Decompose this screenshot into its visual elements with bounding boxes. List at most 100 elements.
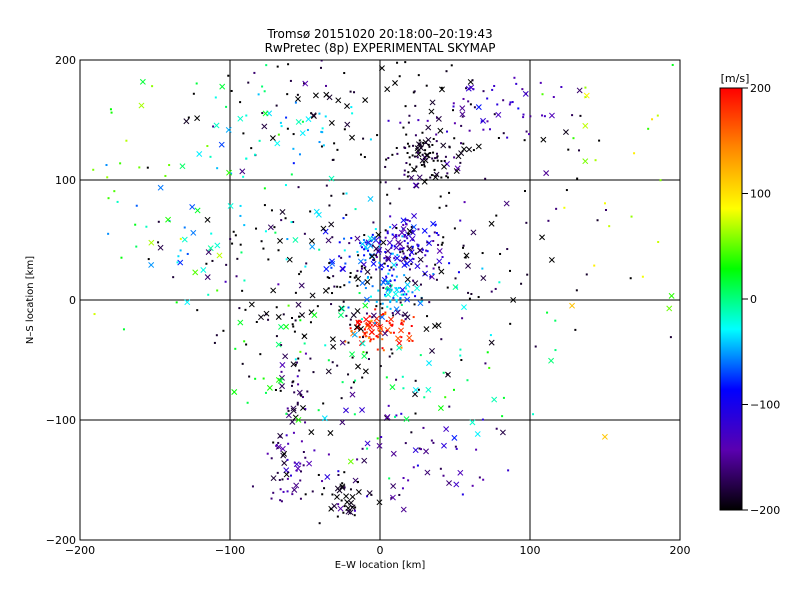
data-point-dot — [482, 478, 485, 481]
data-point-dot — [427, 143, 430, 146]
data-point-dot — [386, 288, 389, 291]
data-point-dot — [404, 234, 407, 237]
cross-stroke — [204, 274, 211, 281]
data-point-cross — [190, 229, 197, 236]
cross-stroke — [389, 384, 396, 391]
cross-stroke — [279, 383, 285, 390]
cross-stroke — [248, 301, 255, 308]
data-point-dot — [401, 314, 404, 317]
data-point-dot — [364, 335, 367, 338]
data-point-dot — [452, 102, 455, 105]
data-point-dot — [357, 319, 360, 322]
colorbar-ticks: 200 100 0 −100 −200 — [742, 82, 780, 517]
data-point-cross — [404, 276, 411, 283]
data-point-cross — [548, 357, 555, 364]
cross-stroke — [423, 326, 430, 333]
cross-stroke — [400, 256, 407, 263]
data-point-dot — [477, 296, 480, 299]
data-point-dot — [344, 340, 347, 343]
data-point-dot — [316, 305, 319, 308]
data-point-dot — [399, 121, 402, 124]
cross-stroke — [425, 124, 432, 131]
data-point-dot — [434, 157, 437, 160]
data-point-dot — [320, 145, 323, 148]
data-point-dot — [412, 91, 415, 94]
cross-stroke — [425, 386, 432, 393]
data-point-dot — [413, 169, 416, 172]
x-tick-label: 200 — [670, 544, 691, 557]
data-point-cross — [423, 326, 430, 333]
data-point-dot — [225, 263, 228, 266]
data-point-dot — [386, 193, 389, 196]
data-point-dot — [369, 338, 372, 341]
cross-stroke — [400, 226, 407, 232]
data-point-cross — [372, 321, 379, 328]
cross-stroke — [475, 143, 482, 150]
data-point-cross — [416, 174, 423, 181]
cross-stroke — [452, 284, 459, 291]
data-point-cross — [388, 316, 394, 323]
cross-stroke — [349, 391, 356, 398]
data-point-cross — [390, 483, 397, 490]
data-point-dot — [275, 306, 278, 309]
cross-stroke — [391, 223, 398, 230]
cross-stroke — [422, 139, 429, 146]
data-point-dot — [246, 401, 249, 404]
data-point-dot — [179, 237, 182, 240]
data-point-dot — [411, 229, 414, 232]
data-point-dot — [361, 336, 364, 339]
data-point-dot — [404, 218, 407, 221]
cross-stroke — [411, 166, 418, 173]
data-point-cross — [313, 208, 320, 215]
data-point-dot — [440, 243, 443, 246]
data-point-dot — [333, 285, 336, 288]
data-point-dot — [376, 348, 379, 351]
cross-stroke — [474, 431, 481, 437]
data-point-cross — [392, 291, 399, 298]
data-point-dot — [370, 319, 373, 322]
cross-stroke — [189, 204, 196, 210]
data-point-dot — [349, 318, 352, 321]
data-point-dot — [365, 351, 368, 354]
cross-stroke — [370, 235, 377, 242]
cross-stroke — [334, 494, 340, 500]
data-point-dot — [270, 497, 273, 500]
cross-stroke — [184, 299, 191, 306]
cross-stroke — [466, 146, 473, 153]
data-point-dot — [294, 319, 297, 322]
data-point-dot — [274, 231, 277, 234]
cross-stroke — [347, 458, 354, 465]
data-point-dot — [280, 344, 283, 347]
data-point-dot — [187, 116, 190, 119]
data-point-cross — [258, 314, 264, 321]
data-point-cross — [361, 457, 368, 464]
data-point-dot — [245, 157, 248, 160]
data-point-dot — [388, 290, 391, 293]
data-point-dot — [278, 478, 281, 481]
cross-stroke — [362, 368, 369, 375]
data-point-cross — [443, 426, 450, 433]
cross-stroke — [398, 327, 404, 334]
data-point-cross — [470, 229, 477, 236]
data-point-cross — [237, 319, 244, 326]
data-point-dot — [502, 396, 505, 399]
data-point-cross — [393, 306, 400, 313]
cross-stroke — [359, 280, 366, 286]
data-point-dot — [304, 265, 307, 268]
data-point-dot — [294, 101, 297, 104]
data-point-cross — [370, 260, 377, 267]
data-point-dot — [403, 274, 406, 277]
data-point-dot — [468, 129, 471, 132]
data-point-dot — [262, 377, 265, 380]
data-point-cross — [364, 440, 371, 447]
cross-stroke — [350, 312, 357, 319]
cross-stroke — [377, 329, 384, 336]
data-point-cross — [196, 151, 203, 157]
data-point-cross — [429, 273, 435, 280]
cross-stroke — [430, 220, 437, 227]
data-point-cross — [384, 248, 391, 254]
data-point-dot — [392, 314, 395, 317]
data-point-dot — [366, 495, 369, 498]
data-point-dot — [272, 491, 275, 494]
data-point-dot — [318, 141, 321, 144]
